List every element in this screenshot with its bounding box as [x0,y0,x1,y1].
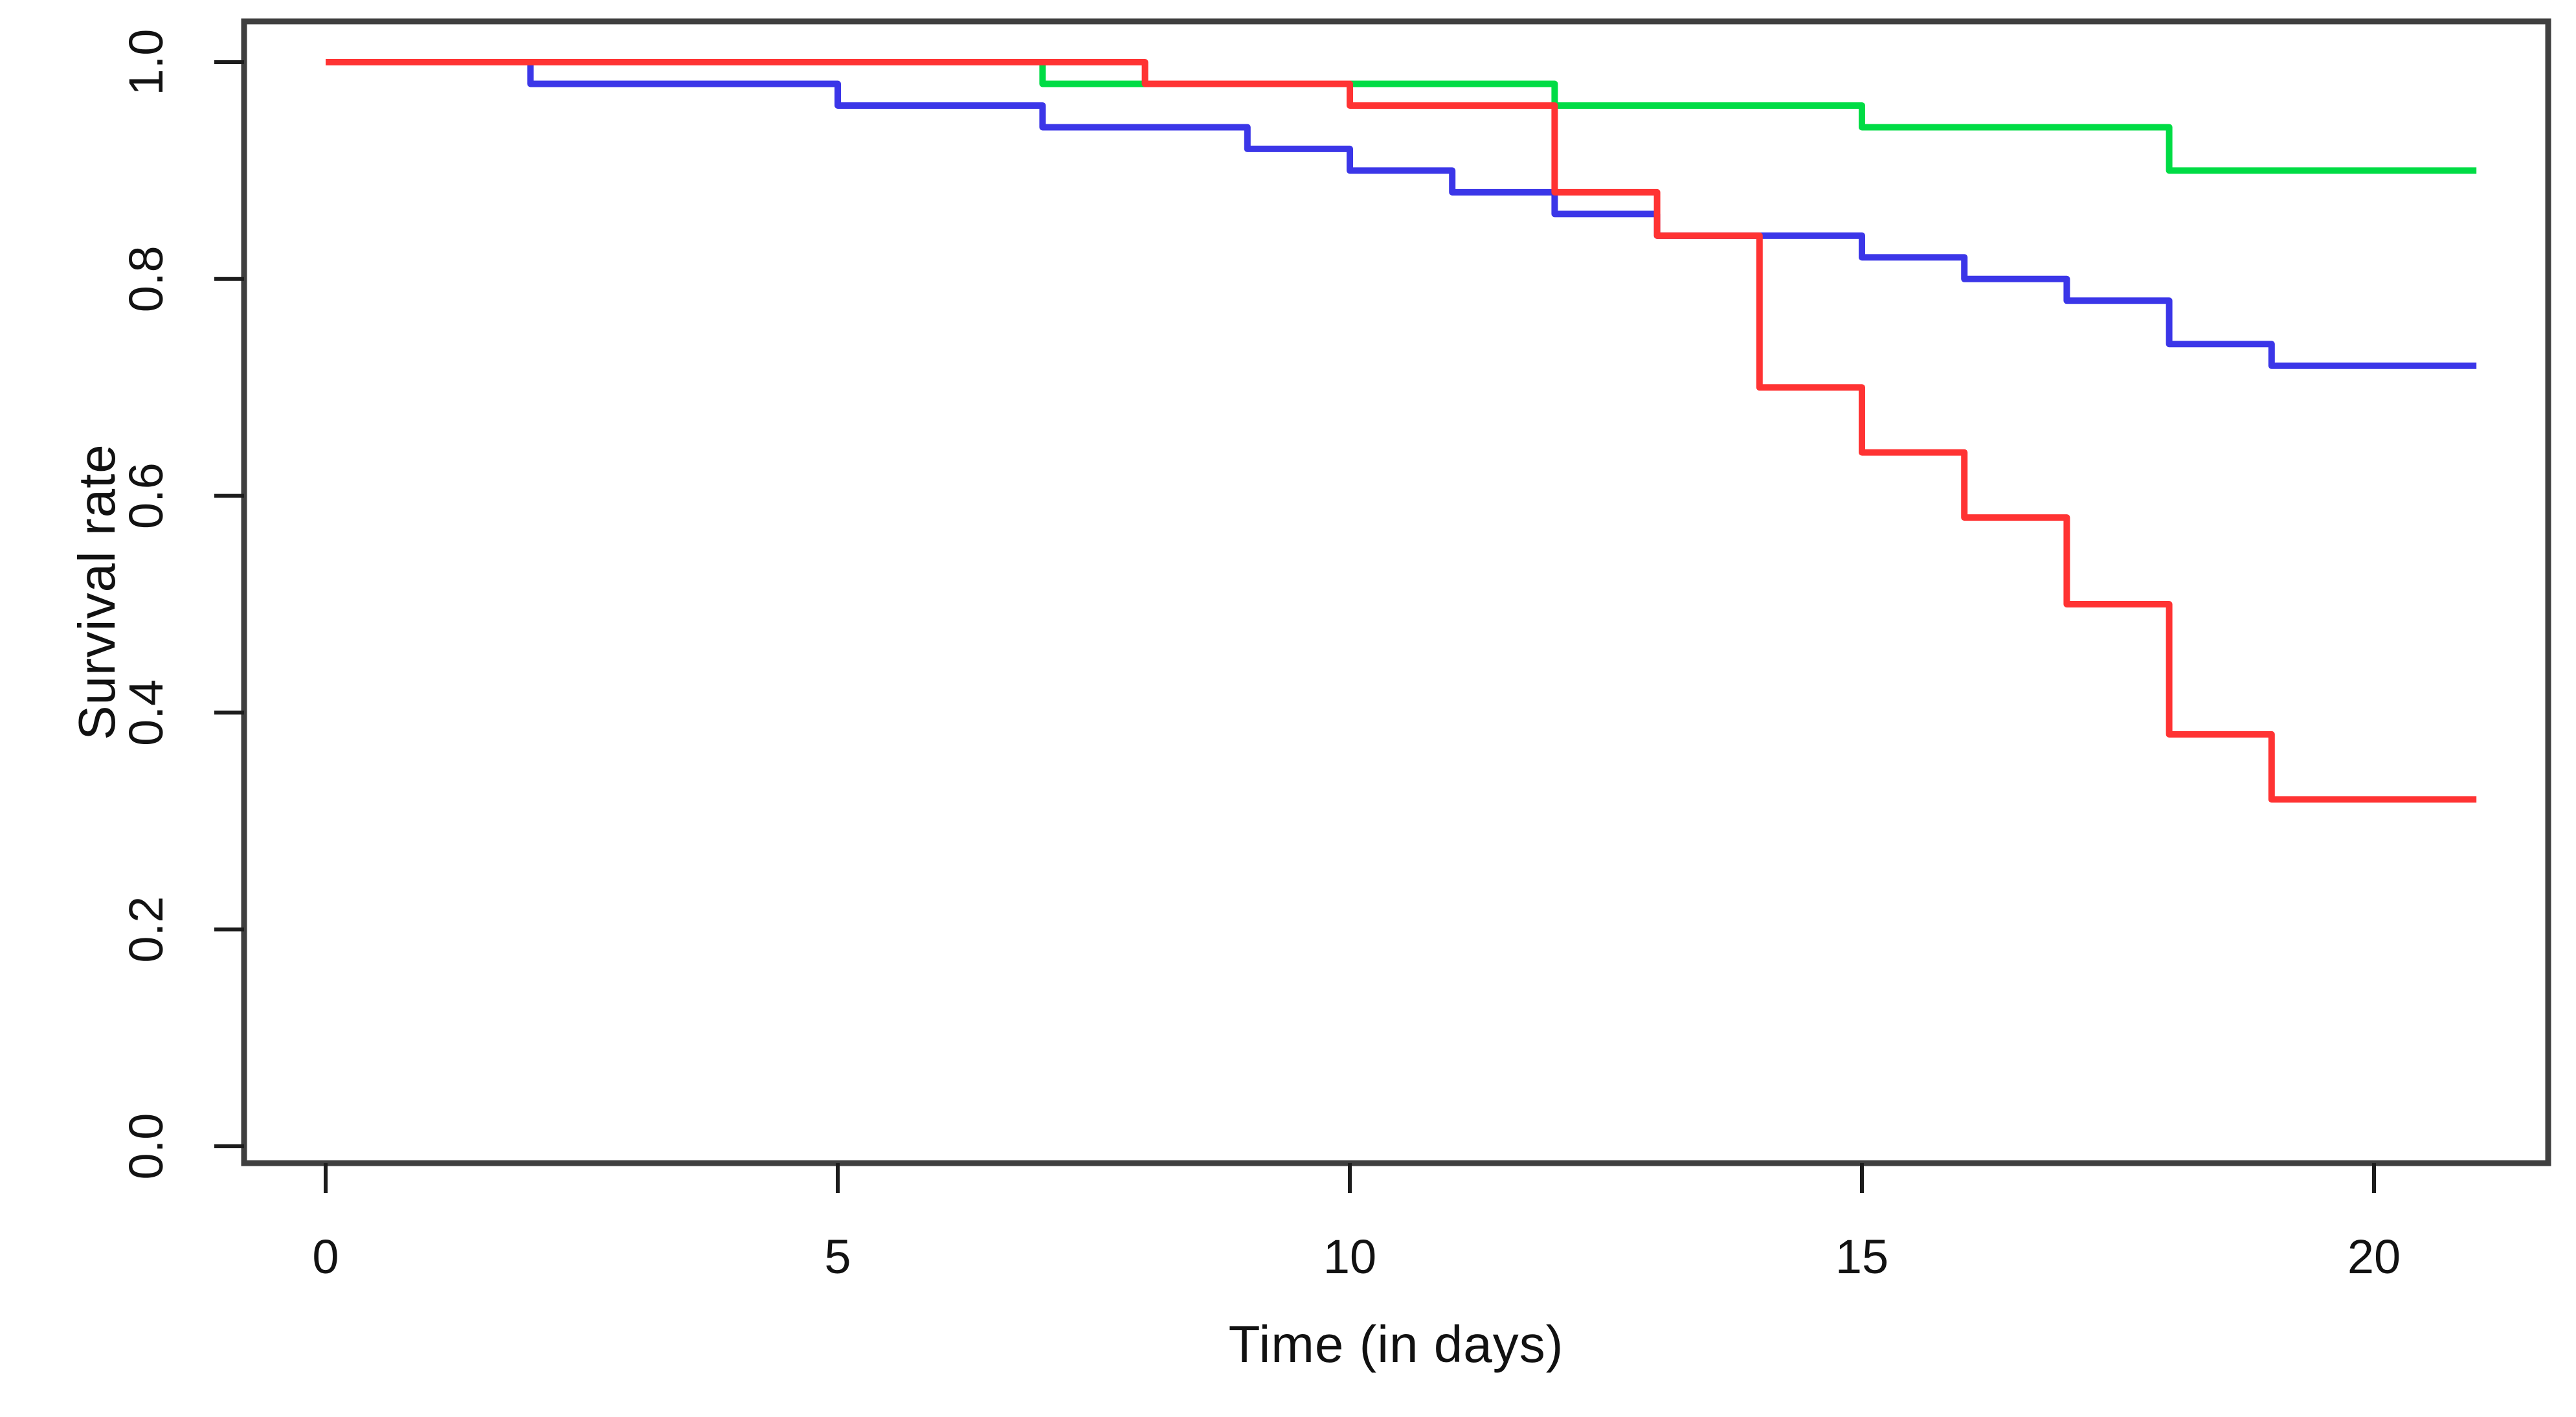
y-tick-label: 1.0 [119,29,173,96]
x-tick-label: 0 [312,1230,339,1284]
y-tick-label: 0.0 [119,1113,173,1180]
y-tick-label: 0.8 [119,245,173,312]
x-tick-label: 10 [1323,1230,1376,1284]
plot-border [241,18,2551,1166]
y-tick-label: 0.2 [119,896,173,963]
y-axis-title: Survival rate [68,444,126,740]
x-tick-label: 15 [1835,1230,1888,1284]
survival-curve-red-group [326,59,2477,803]
x-axis-title: Time (in days) [1228,1315,1564,1373]
survival-curve-green-group [326,59,2477,174]
y-tick-label: 0.4 [119,679,173,746]
y-tick-label: 0.6 [119,462,173,529]
x-tick-label: 20 [2347,1230,2401,1284]
survival-curve-blue-group [326,59,2477,369]
x-tick-label: 5 [824,1230,851,1284]
